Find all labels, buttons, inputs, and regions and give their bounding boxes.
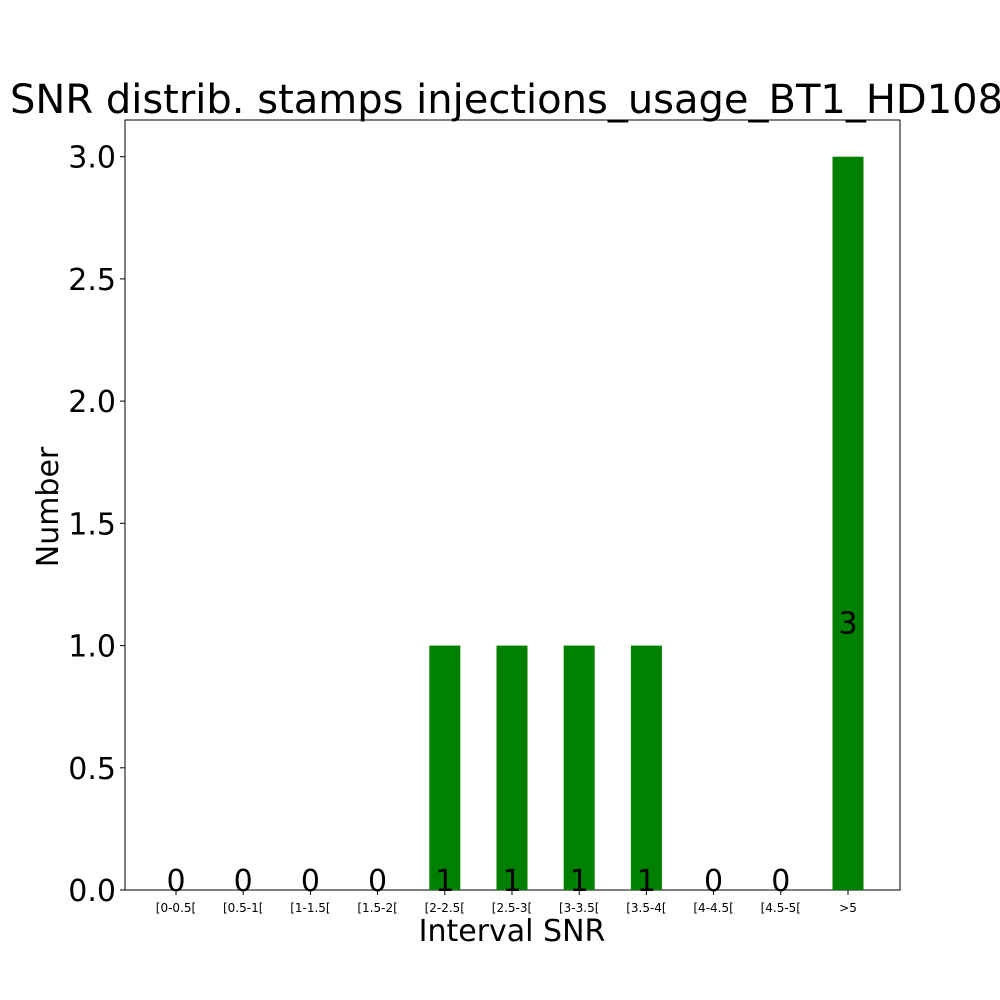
bar-data-label: 0	[234, 864, 253, 899]
bar	[429, 645, 461, 890]
x-tick-label: [1-1.5[	[290, 901, 330, 915]
y-tick-label: 1.5	[68, 507, 116, 542]
bar-data-label: 0	[368, 864, 387, 899]
y-axis-label: Number	[31, 446, 66, 567]
x-tick-label: >5	[839, 901, 857, 915]
bar-data-label: 1	[637, 864, 656, 899]
y-tick-label: 2.5	[68, 263, 116, 298]
y-tick-label: 2.0	[68, 385, 116, 420]
bar-data-label: 0	[704, 864, 723, 899]
y-tick-label: 3.0	[68, 141, 116, 176]
x-tick-label: [4.5-5[	[761, 901, 801, 915]
bar-data-label: 0	[166, 864, 185, 899]
y-tick-label: 0.5	[68, 752, 116, 787]
x-tick-label: [2-2.5[	[425, 901, 465, 915]
x-tick-label: [3.5-4[	[626, 901, 666, 915]
x-axis: [0-0.5[ [0.5-1[ [1-1.5[ [1.5-2[ [2-2.5[ [2.5-…	[156, 890, 857, 915]
x-tick-label: [0.5-1[	[223, 901, 263, 915]
y-tick-label: 0.0	[68, 874, 116, 909]
y-axis: 0.0 0.5 1.0 1.5 2.0 2.5 3.0	[68, 141, 125, 909]
bar	[496, 645, 528, 890]
bar-data-label: 0	[771, 864, 790, 899]
x-tick-label: [4-4.5[	[693, 901, 733, 915]
x-tick-label: [1.5-2[	[357, 901, 397, 915]
x-tick-label: [0-0.5[	[156, 901, 196, 915]
x-tick-label: [3-3.5[	[559, 901, 599, 915]
bar	[563, 645, 595, 890]
bar-data-label: 3	[838, 606, 857, 641]
bar-data-label: 1	[435, 864, 454, 899]
chart-title: SNR distrib. stamps injections_usage_BT1…	[10, 77, 1000, 123]
bar-data-label: 1	[502, 864, 521, 899]
bar-data-label: 0	[301, 864, 320, 899]
bar-data-label: 1	[570, 864, 589, 899]
y-tick-label: 1.0	[68, 630, 116, 665]
bar	[832, 156, 864, 890]
x-axis-label: Interval SNR	[419, 914, 606, 949]
bar	[630, 645, 662, 890]
plot-area: 0 0 0 0 1 1 1 1 0 0 3 0.0 0.5 1.0 1.5 2.0 2.5 3.0 [0-0.5…	[68, 119, 901, 915]
x-tick-label: [2.5-3[	[492, 901, 532, 915]
bars-group	[429, 156, 864, 890]
data-labels-group: 0 0 0 0 1 1 1 1 0 0 3	[166, 606, 857, 899]
